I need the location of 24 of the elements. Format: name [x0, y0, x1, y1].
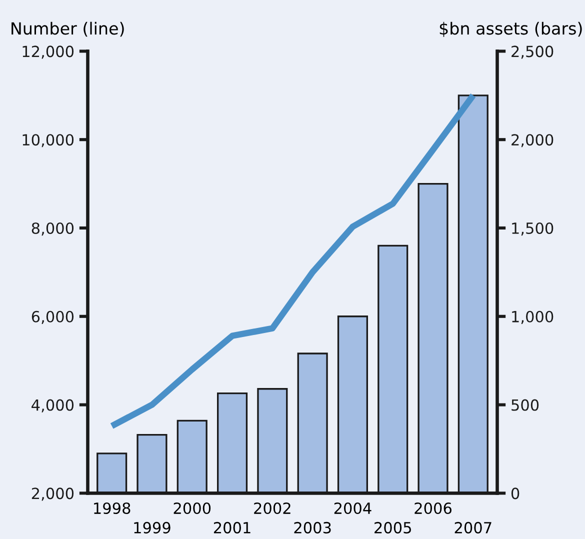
y-axis-title: Number (line) [12, 22, 124, 37]
y-tick-label: 12,000 [22, 46, 74, 59]
x-tick-label: 2007 [454, 522, 492, 534]
x-tick-label: 2001 [214, 522, 250, 534]
y2-tick-label: 2,500 [512, 46, 554, 59]
x-tick-label: 1999 [134, 522, 170, 534]
y2-axis-title: $bn assets (bars) [440, 22, 582, 37]
y2-tick-label: 2,000 [512, 134, 554, 148]
y2-tick-label: 0 [511, 488, 520, 500]
y2-tick-label: 1,000 [512, 310, 554, 324]
x-tick-label: 2003 [294, 522, 331, 534]
y2-tick-label: 500 [512, 399, 539, 411]
y-tick-label: 4,000 [32, 399, 74, 412]
y-tick-label: 6,000 [32, 310, 74, 324]
x-tick-label: 1998 [94, 502, 130, 514]
y-tick-label: 2,000 [32, 488, 74, 501]
y2-tick-label: 1,500 [512, 222, 554, 236]
y-tick-label: 10,000 [22, 134, 74, 148]
x-tick-label: 2004 [334, 502, 372, 514]
x-tick-label: 2002 [254, 502, 290, 514]
x-tick-label: 2006 [414, 502, 452, 514]
y-tick-label: 8,000 [32, 222, 74, 236]
x-tick-label: 2000 [174, 502, 211, 514]
x-tick-label: 2005 [374, 522, 411, 534]
